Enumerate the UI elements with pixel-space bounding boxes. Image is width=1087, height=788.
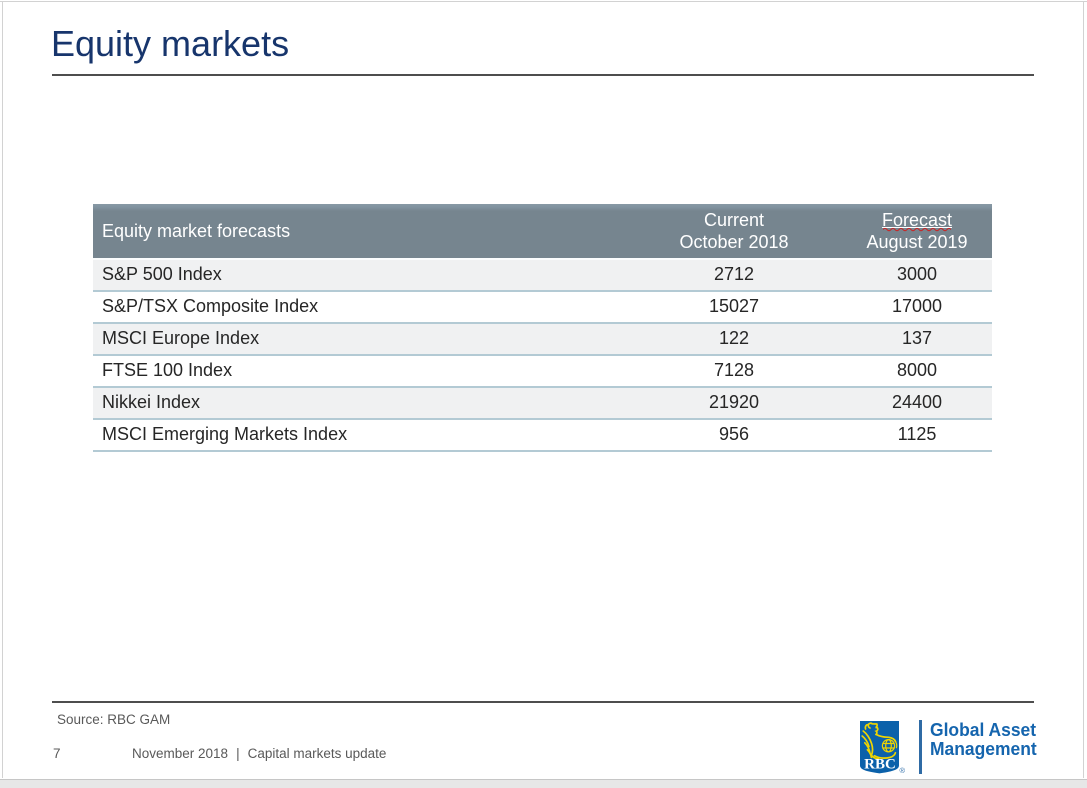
svg-text:RBC: RBC: [864, 756, 896, 772]
